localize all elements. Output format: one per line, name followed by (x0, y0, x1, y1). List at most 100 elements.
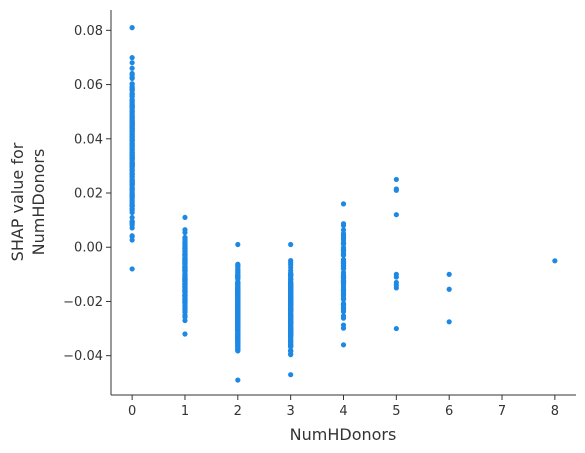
data-point (235, 282, 241, 288)
data-point (393, 325, 399, 332)
data-point (340, 313, 347, 319)
data-point (129, 182, 135, 188)
data-point (340, 287, 347, 293)
y-tick-label: −0.02 (63, 295, 103, 310)
data-point (340, 259, 347, 266)
data-point (129, 81, 135, 87)
data-point (288, 300, 294, 306)
x-tick-label: 6 (445, 404, 453, 419)
data-point (129, 176, 135, 182)
data-point (340, 227, 347, 233)
data-point (235, 241, 241, 248)
data-point (288, 305, 294, 312)
data-point (235, 308, 241, 314)
y-tick-label: 0.00 (74, 241, 103, 256)
x-tick-label: 2 (234, 404, 242, 419)
data-point (235, 319, 241, 326)
y-tick-label: 0.06 (74, 78, 103, 93)
data-point (129, 219, 135, 225)
data-point (129, 96, 135, 102)
x-axis-ticks: 0 1 2 3 4 5 6 7 8 (128, 395, 559, 419)
data-point (235, 348, 241, 354)
x-tick-label: 8 (551, 404, 559, 419)
x-tick-label: 5 (392, 404, 400, 419)
data-point (129, 25, 135, 31)
data-point (235, 261, 241, 267)
data-point (129, 142, 135, 148)
data-point (129, 214, 135, 221)
data-point (182, 251, 188, 258)
data-point (129, 207, 135, 214)
data-point (182, 267, 188, 274)
data-point (235, 272, 241, 279)
data-point (182, 314, 188, 320)
data-point (235, 341, 241, 347)
y-tick-label: 0.08 (74, 24, 103, 39)
data-point (340, 322, 347, 328)
data-point (129, 203, 135, 209)
x-tick-label: 3 (287, 404, 295, 419)
data-point (340, 292, 347, 299)
data-point (288, 241, 294, 248)
data-point (182, 214, 188, 221)
data-point (129, 125, 135, 132)
data-point (129, 168, 135, 174)
data-point (235, 295, 241, 302)
data-point (129, 133, 135, 139)
y-axis-title-line-2: NumHDonors (29, 149, 48, 256)
data-point (129, 119, 135, 125)
data-point (340, 248, 347, 255)
data-point (288, 296, 294, 302)
data-point (235, 328, 241, 334)
data-point (288, 338, 294, 344)
data-point (446, 286, 452, 292)
data-point (129, 225, 135, 231)
data-point (129, 266, 135, 272)
data-point (182, 331, 188, 337)
data-point (182, 297, 188, 303)
data-point (340, 252, 347, 258)
data-point (340, 269, 347, 275)
data-point (182, 227, 188, 233)
data-point (235, 288, 241, 294)
data-point (288, 372, 294, 378)
data-point (235, 377, 241, 383)
data-point (129, 91, 135, 97)
x-tick-label: 0 (128, 404, 136, 419)
data-point (182, 282, 188, 288)
y-tick-label: 0.04 (74, 132, 103, 147)
data-point (129, 112, 135, 119)
data-point (129, 233, 135, 239)
data-point (288, 281, 294, 288)
data-point (129, 192, 135, 198)
y-axis-title-line-1: SHAP value for (8, 142, 27, 261)
data-point (446, 271, 452, 277)
data-point (129, 75, 135, 81)
data-point (129, 138, 135, 144)
data-point (393, 274, 399, 280)
data-point (182, 240, 188, 247)
data-point (446, 319, 452, 325)
y-tick-label: 0.02 (74, 187, 103, 202)
data-point (288, 276, 294, 282)
data-point (393, 187, 399, 193)
data-point (288, 260, 294, 266)
data-point (182, 306, 188, 312)
data-point (182, 277, 188, 283)
x-tick-label: 1 (181, 404, 189, 419)
data-point (393, 176, 399, 183)
x-tick-label: 4 (339, 404, 347, 419)
data-point (129, 196, 135, 203)
data-point (129, 55, 135, 61)
data-point (129, 86, 135, 92)
data-point (340, 222, 347, 229)
data-point (288, 289, 294, 296)
data-point (288, 330, 294, 336)
data-point (129, 60, 135, 66)
data-point (288, 319, 294, 325)
x-axis-title: NumHDonors (290, 425, 397, 444)
data-point (393, 212, 399, 218)
data-point (129, 152, 135, 158)
data-point (340, 305, 347, 311)
